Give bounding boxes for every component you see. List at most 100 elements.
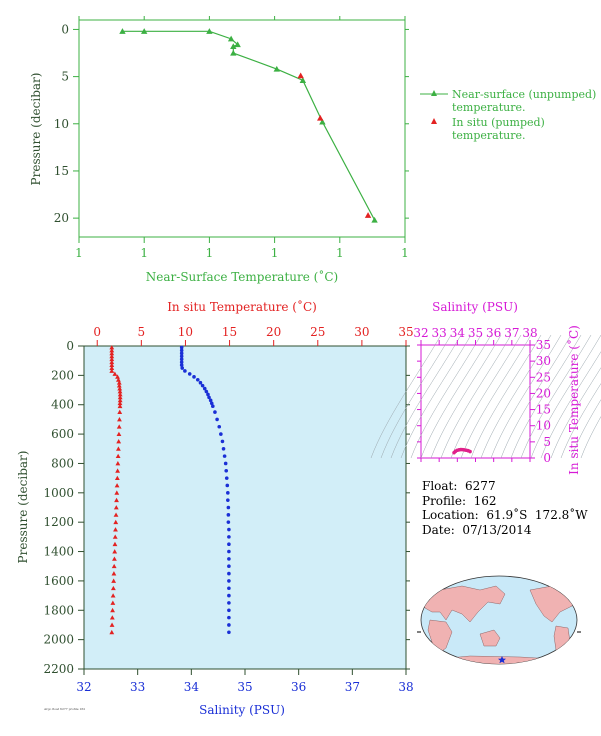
ns-x-tick-label: 1 bbox=[75, 246, 83, 260]
ts-density-contour bbox=[560, 383, 601, 459]
legend-label-in-situ: In situ (pumped) temperature. bbox=[452, 116, 545, 142]
ns-x-tick-label: 1 bbox=[140, 246, 148, 260]
ts-salinity-tick-label: 34 bbox=[450, 326, 466, 340]
salinity-point bbox=[220, 439, 225, 444]
temperature-point bbox=[109, 365, 115, 370]
salinity-tick-label: 36 bbox=[291, 680, 306, 694]
salinity-point bbox=[227, 535, 231, 539]
salinity-point bbox=[227, 615, 231, 620]
ts-density-contour bbox=[510, 334, 582, 459]
map-australia bbox=[479, 629, 501, 647]
ns-x-tick-label: 1 bbox=[336, 246, 344, 260]
ns-unpumped-point bbox=[273, 65, 280, 72]
footnote: Argo float 6277 profile 162 bbox=[44, 707, 86, 711]
ts-salinity-tick-label: 33 bbox=[432, 326, 447, 340]
ns-y-tick-label: 5 bbox=[61, 70, 69, 84]
temperature-point bbox=[116, 439, 122, 444]
temperature-tick-label: 25 bbox=[310, 325, 325, 339]
salinity-tick-label: 35 bbox=[237, 680, 252, 694]
temperature-point bbox=[117, 392, 123, 397]
ns-unpumped-point bbox=[227, 35, 235, 42]
ns-unpumped-point bbox=[371, 216, 378, 223]
ns-unpumped-point bbox=[206, 28, 213, 34]
salinity-point bbox=[224, 468, 229, 473]
temperature-point bbox=[115, 453, 121, 459]
ts-density-contour bbox=[420, 334, 492, 459]
salinity-point bbox=[200, 383, 205, 388]
temperature-point bbox=[116, 431, 122, 437]
profile-y-tick-label: 1400 bbox=[43, 545, 74, 559]
float-id: Float: 6277 bbox=[422, 479, 496, 493]
salinity-point bbox=[227, 571, 231, 576]
temperature-point bbox=[115, 468, 121, 473]
ts-density-contour bbox=[550, 367, 601, 459]
map-antarctica bbox=[427, 655, 571, 664]
ts-density-contour bbox=[470, 334, 542, 459]
ns-unpumped-point bbox=[230, 43, 237, 49]
profile-number: Profile: 162 bbox=[422, 493, 497, 508]
ns-plot-frame bbox=[78, 19, 406, 238]
temperature-point bbox=[109, 368, 115, 373]
profile-y-tick-label: 1200 bbox=[43, 515, 74, 529]
salinity-point bbox=[227, 549, 231, 554]
profile-y-axis-label: Pressure (decibar) bbox=[16, 451, 30, 564]
temperature-point bbox=[116, 377, 121, 382]
salinity-tick-label: 38 bbox=[398, 680, 413, 694]
salinity-point bbox=[207, 395, 211, 400]
temperature-tick-label: 35 bbox=[398, 325, 413, 339]
salinity-point bbox=[209, 401, 214, 406]
ns-x-axis-label: Near-Surface Temperature (˚C) bbox=[146, 269, 338, 284]
temperature-point bbox=[117, 409, 123, 414]
temperature-point bbox=[109, 615, 115, 620]
temperature-point bbox=[113, 519, 119, 525]
salinity-point bbox=[183, 369, 187, 373]
ns-pumped-point bbox=[297, 72, 304, 79]
temperature-tick-label: 10 bbox=[178, 325, 193, 339]
salinity-point bbox=[227, 593, 231, 598]
salinity-tick-label: 37 bbox=[345, 680, 360, 694]
profile-y-ticks: 0 200 400 600 800 1000 1200 1400 1600 1800 2000 220… bbox=[43, 339, 410, 676]
temperature-point bbox=[112, 541, 118, 547]
ns-pumped-point bbox=[364, 212, 372, 218]
salinity-point bbox=[208, 398, 213, 403]
ts-density-contour bbox=[450, 334, 522, 459]
location: Location: 61.9˚S 172.8˚W bbox=[422, 508, 588, 522]
temperature-point bbox=[109, 350, 115, 356]
ns-x-tick-label: 1 bbox=[401, 246, 409, 260]
salinity-point bbox=[204, 389, 209, 394]
salinity-point bbox=[226, 491, 230, 495]
temperature-point bbox=[112, 534, 118, 539]
salinity-point bbox=[202, 386, 207, 391]
temperature-profile bbox=[109, 345, 123, 635]
ns-y-tick-label: 15 bbox=[54, 164, 69, 178]
ts-temperature-tick-label: 15 bbox=[536, 403, 551, 417]
salinity-point bbox=[187, 372, 192, 376]
salinity-point bbox=[227, 542, 231, 547]
ts-density-contour bbox=[430, 334, 502, 459]
temperature-point bbox=[117, 394, 123, 400]
ts-density-contour bbox=[570, 399, 601, 459]
ts-temperature-tick-label: 20 bbox=[536, 386, 551, 400]
salinity-point bbox=[227, 586, 231, 591]
near-surface-chart: 0 5 10 15 20 1 1 1 1 1 1 Pressure (decibar) Near-… bbox=[29, 16, 409, 284]
ns-y-tick-label: 10 bbox=[54, 117, 69, 131]
profile-y-tick-label: 1000 bbox=[43, 486, 74, 500]
legend-line-triangle-icon bbox=[420, 90, 448, 96]
temperature-point bbox=[114, 483, 120, 488]
salinity-point bbox=[227, 527, 231, 532]
profile-y-tick-label: 1800 bbox=[43, 603, 74, 617]
salinity-point bbox=[224, 476, 229, 480]
ts-temperature-tick-label: 35 bbox=[536, 338, 551, 352]
temperature-point bbox=[112, 549, 118, 554]
temperature-point bbox=[117, 386, 123, 391]
salinity-point bbox=[219, 432, 223, 436]
ns-pumped-point bbox=[317, 114, 324, 121]
salinity-point bbox=[226, 513, 231, 517]
temperature-point bbox=[116, 383, 122, 388]
profile-y-tick-label: 600 bbox=[51, 427, 74, 441]
salinity-point bbox=[179, 354, 184, 359]
temperature-tick-label: 0 bbox=[93, 325, 101, 339]
temperature-point bbox=[113, 512, 119, 517]
ns-x-ticks: 1 1 1 1 1 1 bbox=[75, 16, 409, 260]
